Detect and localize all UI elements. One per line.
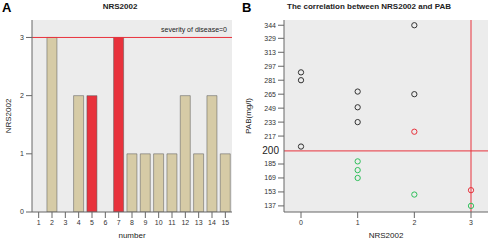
svg-text:1: 1 — [356, 219, 360, 226]
svg-text:14: 14 — [208, 219, 216, 226]
svg-text:3: 3 — [20, 34, 24, 41]
svg-text:7: 7 — [117, 219, 121, 226]
svg-text:1: 1 — [37, 219, 41, 226]
svg-text:313: 313 — [264, 49, 276, 56]
svg-text:153: 153 — [264, 188, 276, 195]
svg-text:13: 13 — [195, 219, 203, 226]
html-text:NRS2002: NRS2002 — [102, 2, 138, 11]
svg-text:2: 2 — [20, 92, 24, 99]
svg-text:3: 3 — [469, 219, 473, 226]
svg-text:1: 1 — [20, 150, 24, 157]
svg-text:2: 2 — [50, 219, 54, 226]
svg-text:137: 137 — [264, 202, 276, 209]
svg-text:200: 200 — [262, 145, 279, 156]
html-text:B: B — [242, 0, 252, 15]
svg-text:severity of disease=0: severity of disease=0 — [161, 26, 227, 34]
svg-text:297: 297 — [264, 63, 276, 70]
svg-text:2: 2 — [412, 219, 416, 226]
svg-text:281: 281 — [264, 77, 276, 84]
svg-text:265: 265 — [264, 91, 276, 98]
svg-text:233: 233 — [264, 119, 276, 126]
svg-text:4: 4 — [77, 219, 81, 226]
svg-text:NRS2002: NRS2002 — [8, 98, 13, 133]
svg-text:5: 5 — [90, 219, 94, 226]
svg-text:number: number — [118, 231, 145, 240]
svg-text:249: 249 — [264, 105, 276, 112]
svg-text:9: 9 — [143, 219, 147, 226]
svg-text:344: 344 — [264, 22, 276, 29]
svg-text:185: 185 — [264, 160, 276, 167]
html-text:A: A — [2, 0, 12, 15]
svg-text:329: 329 — [264, 35, 276, 42]
svg-text:10: 10 — [155, 219, 163, 226]
svg-text:8: 8 — [130, 219, 134, 226]
html-text:The correlation between NRS200: The correlation between NRS2002 and PAB — [287, 2, 451, 11]
svg-text:0: 0 — [299, 219, 303, 226]
svg-text:3: 3 — [63, 219, 67, 226]
svg-text:0: 0 — [20, 208, 24, 215]
svg-text:NRS2002: NRS2002 — [369, 231, 404, 240]
svg-text:11: 11 — [168, 219, 175, 226]
svg-text:217: 217 — [264, 133, 276, 140]
svg-text:12: 12 — [181, 219, 189, 226]
svg-text:6: 6 — [103, 219, 107, 226]
svg-text:169: 169 — [264, 174, 276, 181]
svg-text:15: 15 — [221, 219, 229, 226]
svg-text:PAB(mg/l): PAB(mg/l) — [244, 98, 253, 134]
